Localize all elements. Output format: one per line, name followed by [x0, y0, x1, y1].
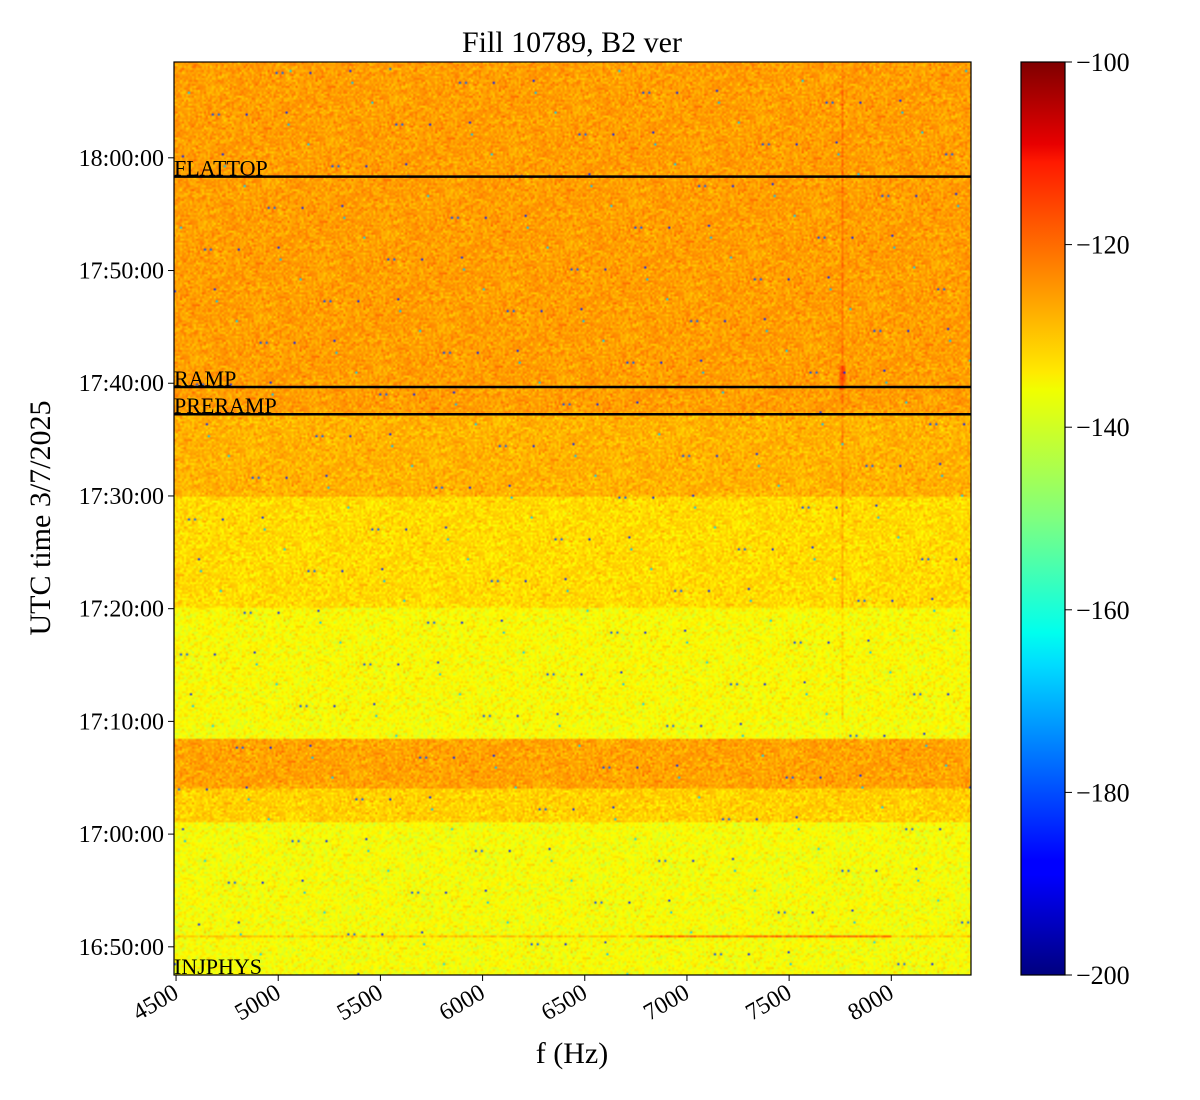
- x-tick-label: 7500: [742, 980, 797, 1027]
- x-tick-label: 7000: [639, 980, 694, 1027]
- colorbar-tick-label: −100: [1076, 48, 1130, 77]
- y-tick-label: 17:50:00: [79, 259, 164, 285]
- colorbar-tick-label: −140: [1076, 413, 1130, 442]
- y-tick-label: 17:30:00: [79, 484, 164, 510]
- x-tick-label: 5500: [333, 980, 388, 1027]
- colorbar-tick-label: −120: [1076, 231, 1130, 260]
- phase-marker-label: FLATTOP: [174, 156, 268, 181]
- colorbar-tick-label: −160: [1076, 596, 1130, 625]
- colorbar-ticks: −100 −120 −140 −160 −180 −200: [1065, 48, 1130, 990]
- colorbar-gradient: [1020, 61, 1066, 976]
- y-tick-label: 18:00:00: [79, 146, 164, 172]
- y-axis-label: UTC time 3/7/2025: [24, 401, 57, 636]
- y-tick-label: 17:00:00: [79, 822, 164, 848]
- y-tick-label: 17:40:00: [79, 371, 164, 397]
- x-tick-label: 6000: [435, 980, 490, 1027]
- y-tick-label: 17:20:00: [79, 597, 164, 623]
- phase-marker-label: PRERAMP: [174, 393, 277, 418]
- heatmap-image: [174, 62, 971, 975]
- x-tick-label: 4500: [128, 980, 183, 1027]
- x-axis-ticks: 4500 5000 5500 6000 6500 7000 7500 8000: [128, 975, 898, 1026]
- plot-frame: [173, 61, 972, 976]
- x-tick-label: 8000: [844, 980, 899, 1027]
- y-axis-ticks: 16:50:00 17:00:00 17:10:00 17:20:00 17:30:00…: [79, 146, 174, 961]
- chart-title: Fill 10789, B2 ver: [462, 26, 682, 59]
- x-tick-label: 5000: [231, 980, 286, 1027]
- phase-marker-label: RAMP: [174, 366, 236, 391]
- y-tick-label: 17:10:00: [79, 709, 164, 735]
- x-tick-label: 6500: [537, 980, 592, 1027]
- phase-marker-label: INJPHYS: [174, 954, 262, 979]
- x-axis-label: f (Hz): [536, 1037, 608, 1070]
- colorbar-tick-label: −180: [1076, 778, 1130, 807]
- colorbar: −100 −120 −140 −160 −180 −200: [1020, 48, 1130, 990]
- colorbar-tick-label: −200: [1076, 961, 1130, 990]
- y-tick-label: 16:50:00: [79, 935, 164, 961]
- plot-area: [173, 61, 972, 976]
